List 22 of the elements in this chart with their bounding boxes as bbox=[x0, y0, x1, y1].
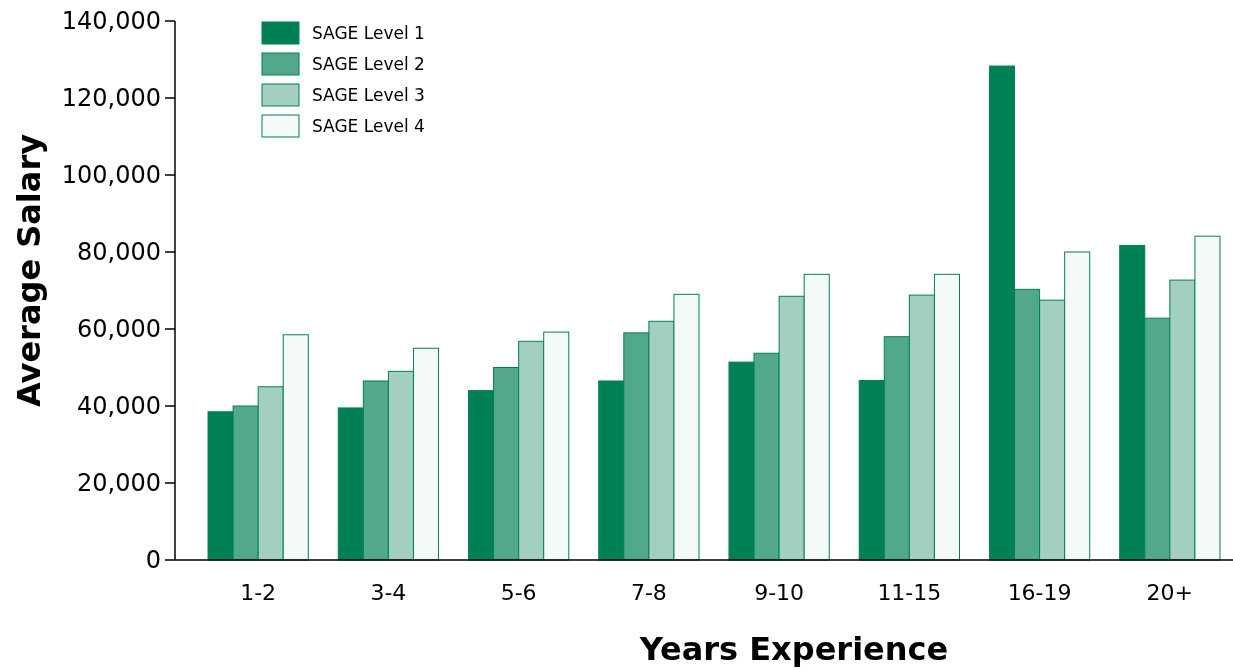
y-axis-title: Average Salary bbox=[10, 133, 48, 408]
x-tick-label: 7-8 bbox=[630, 580, 667, 605]
x-tick-label: 16-19 bbox=[1007, 580, 1072, 605]
y-tick-label: 20,000 bbox=[77, 469, 161, 498]
y-tick-label: 40,000 bbox=[77, 392, 161, 421]
y-tick-label: 100,000 bbox=[61, 161, 161, 190]
x-tick-label: 9-10 bbox=[754, 580, 805, 605]
legend-label: SAGE Level 4 bbox=[312, 115, 425, 136]
y-tick-label: 120,000 bbox=[61, 84, 161, 113]
legend-label: SAGE Level 1 bbox=[312, 22, 425, 43]
y-tick-label: 60,000 bbox=[77, 315, 161, 344]
x-tick-label: 20+ bbox=[1146, 580, 1194, 605]
y-tick-label: 80,000 bbox=[77, 238, 161, 267]
y-tick-label: 0 bbox=[145, 546, 161, 575]
x-tick-label: 11-15 bbox=[877, 580, 942, 605]
x-tick-label: 1-2 bbox=[240, 580, 277, 605]
y-tick-label: 140,000 bbox=[61, 7, 161, 36]
x-tick-label: 5-6 bbox=[500, 580, 537, 605]
x-axis-title: Years Experience bbox=[638, 630, 949, 668]
x-tick-label: 3-4 bbox=[370, 580, 407, 605]
legend-label: SAGE Level 2 bbox=[312, 53, 425, 74]
legend-label: SAGE Level 3 bbox=[312, 84, 425, 105]
